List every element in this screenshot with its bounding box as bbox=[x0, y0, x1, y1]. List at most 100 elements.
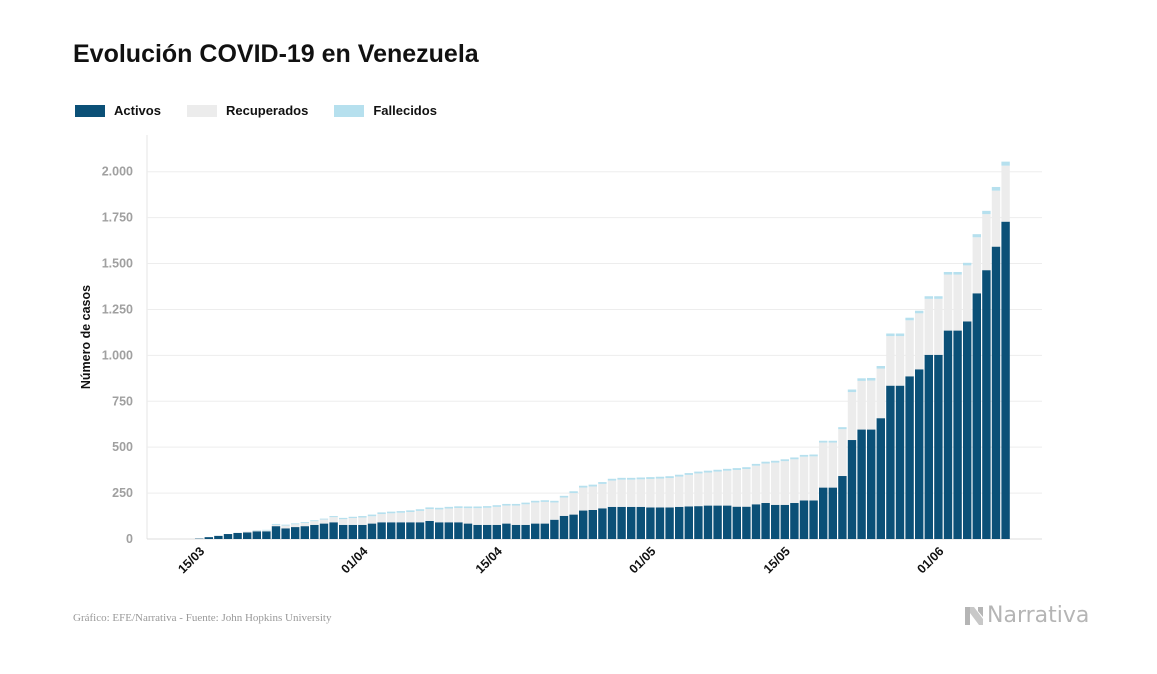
bar-activos bbox=[588, 509, 597, 539]
bar-activos bbox=[694, 506, 703, 539]
legend-swatch-activos bbox=[75, 104, 105, 117]
bar-recuperados bbox=[511, 505, 521, 525]
y-tick-label: 500 bbox=[112, 440, 133, 454]
bar-recuperados bbox=[838, 429, 847, 477]
bar-activos bbox=[550, 519, 559, 539]
bar-fallecidos bbox=[809, 454, 818, 457]
bar-recuperados bbox=[396, 512, 405, 523]
brand-logo: Narrativa bbox=[963, 603, 1089, 628]
bar-activos bbox=[598, 508, 607, 539]
bar-fallecidos bbox=[857, 378, 866, 381]
bar-fallecidos bbox=[838, 427, 847, 430]
bar-fallecidos bbox=[339, 517, 348, 520]
bar-recuperados bbox=[665, 478, 674, 508]
bar-activos bbox=[809, 500, 818, 539]
bar-fallecidos bbox=[540, 500, 549, 502]
bar-recuperados bbox=[627, 479, 636, 507]
bar-recuperados bbox=[406, 512, 415, 523]
bar-recuperados bbox=[847, 392, 857, 441]
bar-fallecidos bbox=[934, 296, 943, 299]
bar-activos bbox=[828, 487, 837, 539]
bar-activos bbox=[540, 523, 549, 539]
bar-recuperados bbox=[367, 516, 377, 524]
bar-recuperados bbox=[991, 190, 1001, 247]
bar-activos bbox=[339, 524, 348, 539]
bar-recuperados bbox=[521, 504, 530, 525]
bar-activos bbox=[531, 523, 540, 539]
bar-activos bbox=[463, 523, 473, 539]
bar-recuperados bbox=[492, 506, 501, 525]
bar-activos bbox=[867, 429, 876, 539]
bar-fallecidos bbox=[531, 500, 540, 503]
bar-activos bbox=[214, 535, 223, 539]
bar-fallecidos bbox=[387, 511, 396, 514]
bar-fallecidos bbox=[895, 333, 905, 337]
bar-fallecidos bbox=[847, 389, 857, 393]
bar-recuperados bbox=[675, 476, 684, 507]
bar-recuperados bbox=[694, 473, 703, 507]
bar-fallecidos bbox=[511, 503, 521, 506]
bar-recuperados bbox=[713, 471, 722, 506]
legend-label-fallecidos: Fallecidos bbox=[373, 103, 437, 118]
bar-activos bbox=[579, 510, 588, 539]
bar-recuperados bbox=[262, 530, 271, 532]
bar-recuperados bbox=[329, 517, 338, 523]
bar-fallecidos bbox=[598, 482, 607, 484]
bar-recuperados bbox=[281, 525, 290, 529]
bar-fallecidos bbox=[588, 484, 597, 487]
bar-fallecidos bbox=[492, 505, 501, 507]
y-tick-label: 1.000 bbox=[102, 348, 133, 362]
bar-fallecidos bbox=[329, 516, 338, 518]
bar-recuperados bbox=[809, 456, 818, 501]
bar-recuperados bbox=[531, 502, 540, 524]
bar-fallecidos bbox=[396, 511, 405, 513]
bar-recuperados bbox=[905, 320, 914, 377]
bar-recuperados bbox=[339, 519, 348, 525]
bar-recuperados bbox=[348, 518, 357, 525]
y-tick-label: 1.250 bbox=[102, 302, 133, 316]
bar-fallecidos bbox=[732, 468, 741, 470]
bar-activos bbox=[444, 522, 453, 539]
bar-recuperados bbox=[483, 507, 492, 525]
bar-fallecidos bbox=[463, 506, 473, 509]
bar-recuperados bbox=[617, 479, 626, 507]
bar-activos bbox=[723, 505, 732, 539]
x-tick-label: 01/04 bbox=[339, 544, 371, 576]
chart-title: Evolución COVID-19 en Venezuela bbox=[73, 40, 479, 68]
bar-fallecidos bbox=[742, 467, 751, 470]
bar-recuperados bbox=[598, 483, 607, 509]
bar-fallecidos bbox=[780, 459, 789, 462]
bar-fallecidos bbox=[694, 471, 703, 474]
bar-fallecidos bbox=[559, 495, 569, 498]
bar-recuperados bbox=[588, 486, 597, 510]
bar-fallecidos bbox=[790, 457, 799, 460]
bar-recuperados bbox=[655, 478, 665, 508]
legend-item-activos: Activos bbox=[75, 103, 161, 118]
bar-recuperados bbox=[502, 505, 511, 524]
bar-recuperados bbox=[963, 265, 972, 322]
bar-recuperados bbox=[415, 510, 425, 523]
bar-activos bbox=[377, 522, 386, 539]
bar-activos bbox=[387, 522, 396, 539]
bar-fallecidos bbox=[771, 460, 780, 463]
bar-activos bbox=[1001, 221, 1010, 539]
bar-activos bbox=[415, 522, 425, 539]
bar-recuperados bbox=[723, 470, 732, 506]
y-tick-label: 750 bbox=[112, 394, 133, 408]
bar-fallecidos bbox=[569, 491, 578, 494]
bar-recuperados bbox=[934, 298, 943, 355]
bar-fallecidos bbox=[348, 516, 357, 519]
stacked-bar-chart: 0 250 500 750 1.000 1.250 1.500 1.750 2.000 Númer… bbox=[79, 135, 1042, 576]
bar-activos bbox=[223, 534, 233, 539]
bar-recuperados bbox=[819, 442, 828, 488]
brand-name: Narrativa bbox=[987, 603, 1090, 628]
bar-activos bbox=[905, 376, 914, 539]
bar-fallecidos bbox=[271, 523, 281, 525]
bar-recuperados bbox=[857, 380, 866, 430]
bar-recuperados bbox=[771, 462, 780, 505]
bar-fallecidos bbox=[444, 506, 453, 509]
bar-activos bbox=[291, 527, 300, 539]
bar-fallecidos bbox=[579, 485, 588, 488]
y-tick-label: 1.500 bbox=[102, 257, 133, 271]
bar-activos bbox=[473, 524, 482, 539]
